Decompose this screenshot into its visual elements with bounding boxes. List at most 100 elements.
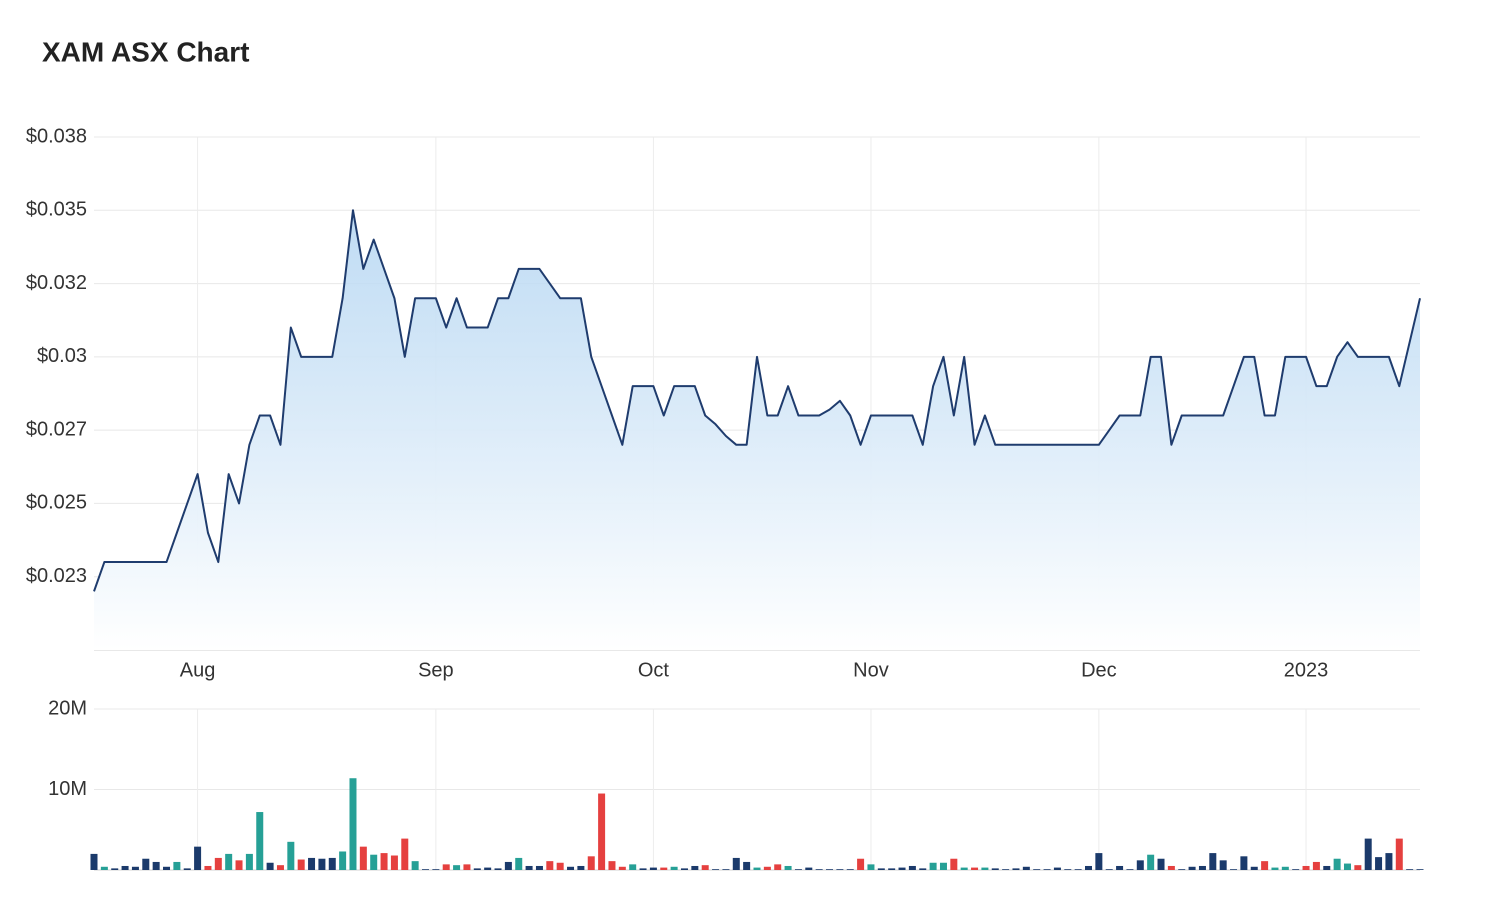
volume-bar: [1364, 838, 1372, 870]
volume-bar: [556, 862, 564, 870]
volume-bar: [857, 858, 865, 870]
volume-bar: [794, 869, 802, 870]
volume-bar: [1002, 869, 1010, 870]
volume-bar: [1022, 866, 1030, 870]
volume-bar: [1012, 868, 1020, 870]
volume-bar: [1312, 861, 1320, 870]
volume-bar: [504, 861, 512, 870]
x-tick-label: Aug: [180, 659, 216, 681]
volume-bar: [287, 841, 295, 870]
volume-bar: [432, 869, 440, 870]
volume-bar: [1095, 853, 1103, 870]
volume-bar: [1157, 858, 1165, 870]
volume-bar: [660, 867, 668, 870]
volume-bar: [888, 868, 896, 870]
volume-bar: [618, 866, 626, 870]
volume-bar: [525, 865, 533, 870]
y-tick-label: $0.038: [26, 125, 87, 147]
volume-bar: [401, 838, 409, 870]
volume-bar: [1105, 869, 1113, 870]
volume-bar: [1395, 838, 1403, 870]
volume-bar: [805, 867, 813, 870]
volume-bar: [183, 868, 191, 870]
volume-bar: [567, 866, 575, 870]
volume-bar: [1074, 869, 1082, 870]
volume-bar: [763, 866, 771, 870]
price-line: [93, 209, 1421, 592]
volume-bar: [266, 862, 274, 870]
volume-bar: [1333, 858, 1341, 870]
volume-bar: [256, 812, 264, 870]
volume-bar: [1354, 865, 1362, 870]
volume-bar: [1126, 869, 1134, 870]
volume-bar: [981, 867, 989, 870]
volume-bar: [753, 867, 761, 870]
volume-bar: [712, 869, 720, 870]
volume-bar: [701, 865, 709, 870]
volume-bar: [649, 867, 657, 870]
volume-bar: [1043, 869, 1051, 870]
x-tick-label: Oct: [638, 659, 670, 681]
volume-bar: [929, 862, 937, 870]
volume-bar: [111, 868, 119, 870]
volume-bar: [784, 865, 792, 870]
volume-bar: [1250, 866, 1258, 870]
volume-bar: [1375, 857, 1383, 870]
volume-bar: [1033, 869, 1041, 870]
volume-bar: [1343, 863, 1351, 870]
volume-bar: [1147, 854, 1155, 870]
volume-bar: [587, 856, 595, 870]
volume-bar: [743, 861, 751, 870]
volume-bar: [774, 864, 782, 870]
volume-bar: [494, 868, 502, 870]
volume-bar: [515, 857, 523, 870]
x-tick-label: Nov: [853, 659, 889, 681]
volume-bar: [908, 865, 916, 870]
volume-bar: [90, 853, 98, 870]
volume-bar: [815, 869, 823, 870]
volume-bar: [732, 857, 740, 870]
volume-bar: [1136, 860, 1144, 870]
volume-bar: [276, 865, 284, 870]
volume-bar: [898, 867, 906, 870]
volume-bar: [629, 864, 637, 870]
volume-bar: [1261, 861, 1269, 870]
y-tick-label: $0.025: [26, 492, 87, 514]
volume-bar: [1167, 865, 1175, 870]
volume-bar: [339, 851, 347, 870]
volume-bar: [1416, 869, 1424, 870]
volume-bar: [370, 854, 378, 870]
volume-bar: [598, 793, 606, 870]
y-tick-label: $0.023: [26, 565, 87, 587]
y-tick-label: $0.035: [26, 199, 87, 221]
volume-bar: [919, 868, 927, 870]
volume-bar: [308, 857, 316, 870]
volume-bar: [390, 855, 398, 870]
y-tick-label: 20M: [48, 697, 87, 719]
volume-bar: [826, 869, 834, 870]
volume-bar: [411, 861, 419, 870]
volume-bar: [877, 868, 885, 870]
chart-title: XAM ASX Chart: [42, 36, 249, 67]
volume-bar: [1281, 866, 1289, 870]
volume-bar: [1385, 853, 1393, 870]
volume-bar: [971, 867, 979, 870]
volume-bar: [1292, 869, 1300, 870]
volume-bar: [1219, 860, 1227, 870]
volume-bar: [422, 869, 429, 870]
volume-bar: [121, 865, 129, 870]
volume-bar: [235, 860, 243, 870]
volume-bar: [1323, 865, 1331, 870]
volume-bar: [722, 869, 730, 870]
volume-bar: [639, 868, 647, 870]
volume-bar: [328, 857, 336, 870]
volume-bar: [225, 853, 233, 870]
volume-bar: [950, 858, 958, 870]
volume-bar: [608, 861, 616, 870]
volume-bar: [1188, 866, 1196, 870]
volume-bar: [867, 864, 875, 870]
volume-bar: [1053, 867, 1061, 870]
volume-bar: [453, 865, 461, 870]
y-tick-label: 10M: [48, 778, 87, 800]
